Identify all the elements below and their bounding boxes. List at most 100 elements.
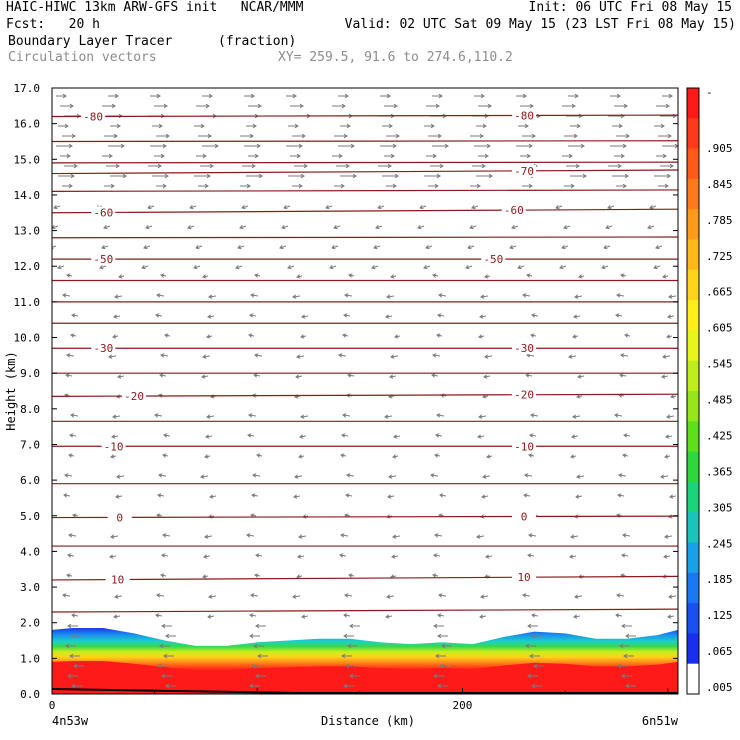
circulation-vector	[555, 205, 563, 210]
circulation-vector	[248, 153, 259, 159]
circulation-vector	[114, 594, 123, 599]
circulation-vector	[477, 434, 485, 439]
circulation-vector	[660, 163, 674, 169]
circulation-vector	[654, 123, 665, 129]
circulation-vector	[531, 683, 542, 689]
circulation-vector	[470, 183, 481, 189]
circulation-vector	[198, 133, 212, 139]
circulation-vector	[161, 673, 172, 679]
y-tick-label: 3.0	[20, 581, 40, 594]
circulation-vector	[471, 205, 479, 210]
y-tick-label: 13.0	[14, 225, 41, 238]
contour-label: -70	[514, 165, 534, 178]
temperature-contour	[52, 236, 678, 239]
circulation-vector	[196, 103, 210, 109]
y-tick-label: 6.0	[20, 474, 40, 487]
circulation-vector	[476, 173, 493, 179]
contour-label: 0	[521, 510, 528, 523]
temperature-contour	[52, 140, 678, 143]
circulation-vector	[299, 434, 307, 439]
circulation-vector	[469, 225, 477, 230]
circulation-vector	[160, 273, 167, 278]
circulation-vector	[377, 205, 385, 210]
colorbar-swatch	[687, 633, 699, 665]
circulation-vector	[339, 553, 347, 558]
circulation-vector	[106, 163, 120, 169]
circulation-vector	[250, 593, 259, 598]
circulation-vector	[254, 273, 261, 278]
circulation-vector	[662, 93, 673, 99]
circulation-vector	[526, 273, 533, 278]
circulation-vector	[386, 183, 397, 189]
circulation-vector	[616, 593, 625, 598]
circulation-vector	[154, 103, 168, 109]
circulation-vector	[423, 265, 431, 270]
circulation-vector	[662, 143, 678, 149]
contour-label: -20	[514, 389, 534, 402]
circulation-vector	[288, 173, 305, 179]
circulation-vector	[573, 314, 581, 319]
colorbar-swatch	[687, 391, 699, 422]
colorbar-swatch	[687, 421, 699, 453]
circulation-vector	[338, 143, 355, 149]
circulation-vector	[625, 683, 636, 689]
circulation-vector	[563, 225, 571, 230]
circulation-vector	[614, 413, 623, 418]
circulation-vector	[620, 273, 627, 278]
circulation-vector	[345, 663, 356, 669]
circulation-vector	[113, 314, 121, 319]
circulation-vector	[656, 103, 670, 109]
colorbar-swatch	[687, 300, 699, 331]
circulation-vector	[561, 245, 569, 250]
circulation-vector	[618, 473, 627, 478]
circulation-vector	[155, 313, 163, 318]
circulation-vector	[65, 373, 73, 378]
circulation-vector	[380, 93, 391, 99]
circulation-vector	[668, 594, 677, 599]
x-right-endpoint: 6n51w	[642, 714, 679, 728]
circulation-vector	[165, 683, 176, 689]
circulation-vector	[373, 245, 381, 250]
circulation-vector	[668, 294, 677, 299]
circulation-vector	[104, 133, 118, 139]
y-tick-label: 8.0	[20, 403, 40, 416]
circulation-vector	[62, 593, 71, 598]
circulation-vector	[428, 133, 442, 139]
circulation-vector	[64, 473, 73, 478]
circulation-vector	[620, 353, 629, 358]
circulation-vector	[249, 313, 257, 318]
circulation-vector	[336, 163, 350, 169]
circulation-vector	[198, 183, 209, 189]
circulation-vector	[615, 613, 623, 618]
circulation-vector	[386, 594, 395, 599]
circulation-vector	[522, 293, 531, 298]
field-name: Boundary Layer Tracer	[8, 34, 173, 49]
circulation-vector	[467, 245, 475, 250]
circulation-vector	[235, 265, 243, 270]
circulation-vector	[347, 643, 358, 649]
circulation-vector	[474, 93, 485, 99]
colorbar: - .905 .845 .785 .725 .665 .605 .545 .485 .425 .36…	[686, 86, 733, 695]
circulation-vector	[380, 143, 397, 149]
temperature-contour	[52, 189, 678, 192]
circulation-vector	[189, 205, 197, 210]
circulation-vector	[162, 533, 171, 538]
colorbar-swatch	[687, 481, 699, 513]
circulation-vector	[621, 673, 632, 679]
circulation-vector	[480, 294, 489, 299]
circulation-vector	[509, 245, 517, 250]
circulation-vector	[669, 494, 677, 499]
circulation-vector	[608, 163, 622, 169]
circulation-vector	[286, 93, 297, 99]
circulation-vector	[577, 374, 585, 379]
circulation-vector	[564, 183, 575, 189]
circulation-vector	[433, 553, 441, 558]
contour-label: -60	[93, 206, 113, 219]
circulation-vector	[607, 205, 615, 210]
circulation-vector	[255, 553, 263, 558]
circulation-vector	[658, 133, 672, 139]
circulation-vector	[485, 554, 493, 559]
circulation-vector	[298, 454, 305, 459]
circulation-vector	[342, 413, 351, 418]
colorbar-label: .245	[706, 537, 733, 550]
